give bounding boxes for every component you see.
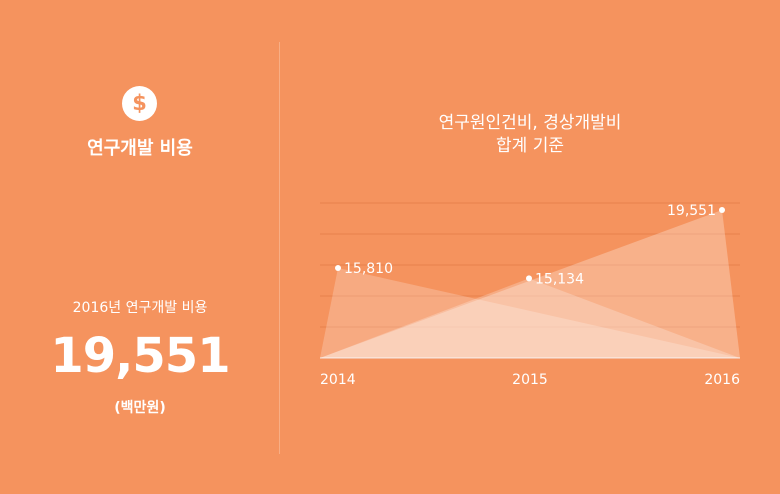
left-panel: $ 연구개발 비용 2016년 연구개발 비용 19,551 (백만원): [0, 0, 280, 494]
left-title: 연구개발 비용: [87, 138, 193, 159]
data-point-2014: [335, 264, 341, 271]
data-label-2015: 15,134: [535, 271, 584, 287]
x-tick-label-2014: 2014: [320, 372, 356, 388]
stat-unit: (백만원): [114, 400, 166, 416]
x-tick-label-2016: 2016: [704, 372, 740, 388]
data-point-2016: [719, 206, 725, 213]
stat-label: 2016년 연구개발 비용: [72, 300, 208, 316]
data-label-2014: 15,810: [344, 261, 393, 277]
chart-title-line-2: 합계 기준: [496, 136, 564, 156]
chart-title-line-1: 연구원인건비, 경상개발비: [438, 113, 622, 133]
stat-value: 19,551: [50, 328, 230, 384]
x-tick-label-2015: 2015: [512, 372, 548, 388]
area-triangle-2016: [320, 209, 740, 358]
data-label-2016: 19,551: [667, 203, 716, 219]
dollar-glyph: $: [132, 91, 147, 115]
area-triangle-2015: [320, 278, 740, 358]
area-triangle-2014: [320, 267, 740, 358]
dollar-coin-icon: $: [122, 86, 157, 121]
data-point-2015: [526, 275, 532, 282]
chart-title: 연구원인건비, 경상개발비 합계 기준: [320, 112, 740, 158]
panel-divider: [279, 42, 280, 454]
